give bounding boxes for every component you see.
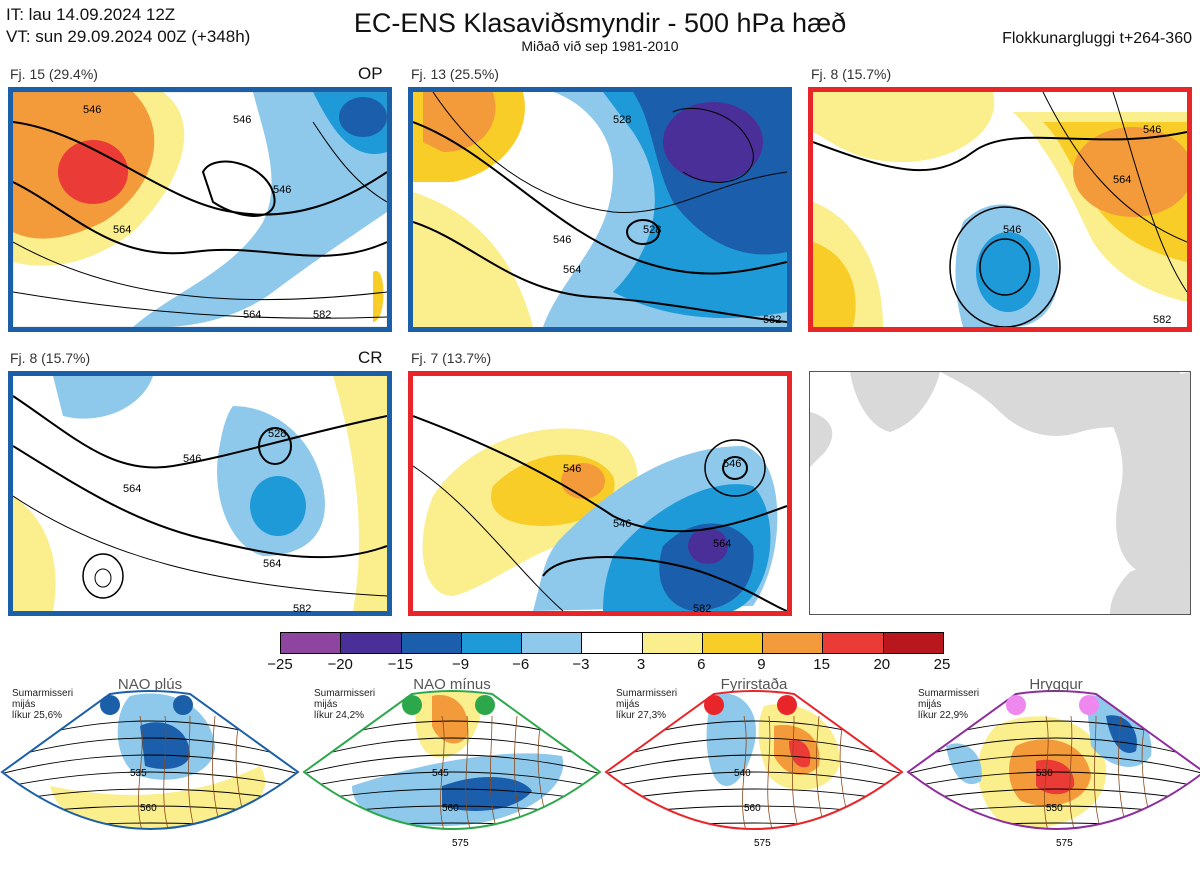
colorbar-swatch <box>763 633 824 653</box>
contour-label: 546 <box>1003 224 1022 236</box>
colorbar-swatch <box>401 633 462 653</box>
contour-label: 582 <box>1153 314 1172 326</box>
regime-title: NAO mínus <box>413 676 491 693</box>
colorbar-swatch <box>341 633 402 653</box>
cluster-map-4 <box>8 371 392 616</box>
regime-2: 545 560 575 NAO mínus Sumarmisseri mijás líkur… <box>302 676 602 871</box>
cluster-map-5 <box>408 371 792 616</box>
contour-label: 582 <box>293 603 312 615</box>
contour-label: 546 <box>723 458 742 470</box>
panel-1-label: Fj. 15 (29.4%) <box>10 66 98 82</box>
svg-text:575: 575 <box>452 838 469 849</box>
colorbar-tick-label: 9 <box>757 656 766 673</box>
contour-label: 546 <box>553 234 572 246</box>
regime-note: Sumarmisseri mijás líkur 27,3% <box>616 688 678 721</box>
colorbar-swatch <box>883 633 943 653</box>
colorbar-tick-label: −25 <box>267 656 293 673</box>
empty-map <box>809 371 1191 615</box>
svg-text:575: 575 <box>1056 838 1073 849</box>
regime-title: Fyrirstaða <box>720 676 788 693</box>
colorbar-tick-label: −15 <box>387 656 414 673</box>
panel-3-label: Fj. 8 (15.7%) <box>811 66 892 82</box>
regime-4: 530 550 575 Hryggur Sumarmisseri mijás líkur 2… <box>906 676 1200 871</box>
colorbar-tick-label: 6 <box>697 656 706 673</box>
colorbar-swatch <box>823 633 884 653</box>
regime-note: Sumarmisseri mijás líkur 22,9% <box>918 688 980 721</box>
cluster-map-3 <box>808 87 1192 332</box>
cluster-map-1 <box>8 87 392 332</box>
colorbar-swatch <box>702 633 764 653</box>
panel-4-label: Fj. 8 (15.7%) <box>10 350 91 366</box>
svg-text:560: 560 <box>140 803 157 814</box>
colorbar-swatch <box>582 633 643 653</box>
svg-text:560: 560 <box>744 803 761 814</box>
regime-title: Hryggur <box>1029 676 1083 693</box>
regime-note: Sumarmisseri mijás líkur 25,6% <box>12 688 74 721</box>
colorbar-tick-label: −3 <box>572 656 590 673</box>
colorbar-tick-label: −6 <box>512 656 530 673</box>
colorbar-tick-label: −20 <box>327 656 353 673</box>
contour-label: 582 <box>763 314 782 326</box>
classification-window: Flokkunargluggi t+264-360 <box>1002 30 1192 47</box>
valid-time: VT: sun 29.09.2024 00Z (+348h) <box>6 27 251 46</box>
contour-label: 582 <box>693 603 712 615</box>
header-info: IT: lau 14.09.2024 12Z VT: sun 29.09.202… <box>6 4 250 48</box>
contour-label: 546 <box>1143 124 1162 136</box>
colorbar-swatch <box>522 633 583 653</box>
contour-label: 564 <box>263 558 282 570</box>
contour-label: 564 <box>1113 174 1132 186</box>
colorbar-ticks: −25 −20 −15 −9 −6 −3 3 6 9 15 20 25 <box>267 656 950 676</box>
contour-label: 546 <box>183 453 202 465</box>
contour-label: 582 <box>313 309 332 321</box>
panel-5-label: Fj. 7 (13.7%) <box>411 350 492 366</box>
page-title: EC-ENS Klasaviðsmyndir - 500 hPa hæð <box>353 8 847 38</box>
contour-label: 564 <box>113 224 132 236</box>
svg-text:575: 575 <box>754 838 771 849</box>
colorbar-tick-label: 15 <box>813 656 830 673</box>
colorbar-swatch <box>642 633 703 653</box>
colorbar-swatch <box>281 633 342 653</box>
panel-1-tag: OP <box>358 64 383 83</box>
panel-4-tag: CR <box>358 348 383 367</box>
contour-label: 564 <box>123 483 142 495</box>
colorbar-swatch <box>461 633 523 653</box>
panel-2-label: Fj. 13 (25.5%) <box>411 66 499 82</box>
colorbar-tick-label: 25 <box>933 656 951 673</box>
contour-label: 546 <box>83 104 102 116</box>
contour-label: 546 <box>273 184 292 196</box>
contour-label: 546 <box>563 463 582 475</box>
cluster-map-2 <box>408 87 792 332</box>
regime-3: 540 560 575 Fyrirstaða Sumarmisseri mijás líku… <box>604 676 904 871</box>
contour-label: 546 <box>233 114 252 126</box>
svg-text:545: 545 <box>432 768 449 779</box>
svg-text:530: 530 <box>1036 768 1053 779</box>
contour-label: 564 <box>713 538 732 550</box>
contour-label: 564 <box>563 264 582 276</box>
contour-label: 546 <box>613 518 632 530</box>
colorbar-tick-label: 20 <box>873 656 891 673</box>
svg-text:560: 560 <box>442 803 459 814</box>
regime-note: Sumarmisseri mijás líkur 24,2% <box>314 688 376 721</box>
contour-label: 528 <box>613 114 632 126</box>
colorbar <box>280 632 944 654</box>
colorbar-tick-label: −9 <box>451 656 470 673</box>
svg-text:535: 535 <box>130 768 147 779</box>
colorbar-tick-label: 3 <box>636 656 646 673</box>
regime-title: NAO plús <box>117 676 183 693</box>
contour-label: 528 <box>268 428 287 440</box>
regime-1: 535 560 NAO plús Sumarmisseri mijás líkur 25,… <box>0 676 300 871</box>
contour-label: 528 <box>643 224 662 236</box>
issue-time: IT: lau 14.09.2024 12Z <box>6 5 176 24</box>
svg-text:540: 540 <box>734 768 751 779</box>
svg-text:550: 550 <box>1046 803 1063 814</box>
page-subtitle: Miðað við sep 1981-2010 <box>521 38 679 54</box>
contour-label: 564 <box>243 309 262 321</box>
